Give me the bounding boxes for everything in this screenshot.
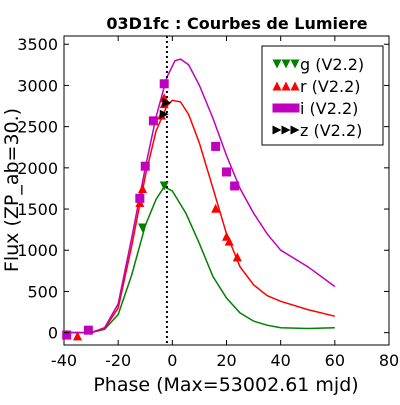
x-tick-label: 60 bbox=[325, 351, 345, 370]
y-tick-label: 3000 bbox=[17, 76, 58, 95]
legend-marker-i bbox=[272, 103, 282, 113]
data-point-i bbox=[135, 193, 145, 203]
y-tick-label: 1500 bbox=[17, 200, 58, 219]
x-tick-label: -20 bbox=[105, 351, 131, 370]
legend-marker-z bbox=[281, 125, 291, 135]
y-tick-label: 2000 bbox=[17, 159, 58, 178]
legend-label: r (V2.2) bbox=[300, 77, 361, 96]
legend-marker-i bbox=[281, 103, 291, 113]
legend-marker-z bbox=[290, 125, 300, 135]
data-points bbox=[62, 79, 242, 341]
data-point-i bbox=[83, 325, 93, 335]
legend-marker-r bbox=[272, 81, 282, 91]
legend-label: g (V2.2) bbox=[300, 55, 364, 74]
data-point-i bbox=[159, 79, 169, 89]
chart-title: 03D1fc : Courbes de Lumiere bbox=[106, 14, 367, 33]
legend-marker-g bbox=[290, 59, 300, 69]
y-axis-label: Flux (ZP_ab=30.) bbox=[1, 108, 23, 272]
y-tick-label: 0 bbox=[48, 324, 58, 343]
data-point-i bbox=[140, 161, 150, 171]
data-point-i bbox=[222, 167, 231, 177]
model-curve-g bbox=[64, 185, 335, 334]
data-point-i bbox=[230, 181, 240, 191]
legend-marker-r bbox=[290, 81, 300, 91]
legend-marker-g bbox=[272, 59, 282, 69]
data-point-z bbox=[162, 98, 172, 108]
y-tick-label: 1000 bbox=[17, 241, 58, 260]
x-axis-label: Phase (Max=53002.61 mjd) bbox=[93, 374, 358, 396]
x-tick-label: 80 bbox=[379, 351, 399, 370]
legend-marker-r bbox=[281, 81, 291, 91]
data-point-r bbox=[224, 236, 234, 246]
x-tick-label: -40 bbox=[51, 351, 77, 370]
data-point-r bbox=[159, 93, 169, 103]
legend-marker-z bbox=[272, 125, 282, 135]
data-point-z bbox=[159, 109, 169, 119]
model-curve-i bbox=[64, 58, 336, 334]
x-tick-label: 0 bbox=[167, 351, 177, 370]
x-tick-label: 40 bbox=[270, 351, 290, 370]
y-tick-label: 500 bbox=[27, 282, 58, 301]
data-point-i bbox=[62, 330, 72, 340]
data-point-i bbox=[148, 116, 158, 126]
y-tick-label: 2500 bbox=[17, 118, 58, 137]
data-point-r bbox=[232, 252, 242, 262]
data-point-r bbox=[211, 203, 221, 213]
data-point-r bbox=[73, 331, 83, 341]
data-point-r bbox=[138, 183, 148, 193]
data-point-g bbox=[138, 223, 148, 233]
legend-label: i (V2.2) bbox=[300, 99, 358, 118]
model-curve-r bbox=[64, 99, 335, 334]
legend-label: z (V2.2) bbox=[300, 121, 362, 140]
model-curves bbox=[64, 58, 336, 334]
legend-marker-i bbox=[290, 103, 300, 113]
legend: g (V2.2) r (V2.2) i (V2.2) z (V2.2) bbox=[261, 45, 384, 146]
data-point-i bbox=[211, 141, 221, 151]
axis-ticks: -40 -20 0 20 40 60 80 0 500 1000 1500 2000 2500 3000 3… bbox=[17, 35, 399, 370]
legend-marker-g bbox=[281, 59, 291, 69]
y-tick-label: 3500 bbox=[17, 35, 58, 54]
data-point-g bbox=[159, 181, 169, 191]
x-tick-label: 20 bbox=[216, 351, 236, 370]
